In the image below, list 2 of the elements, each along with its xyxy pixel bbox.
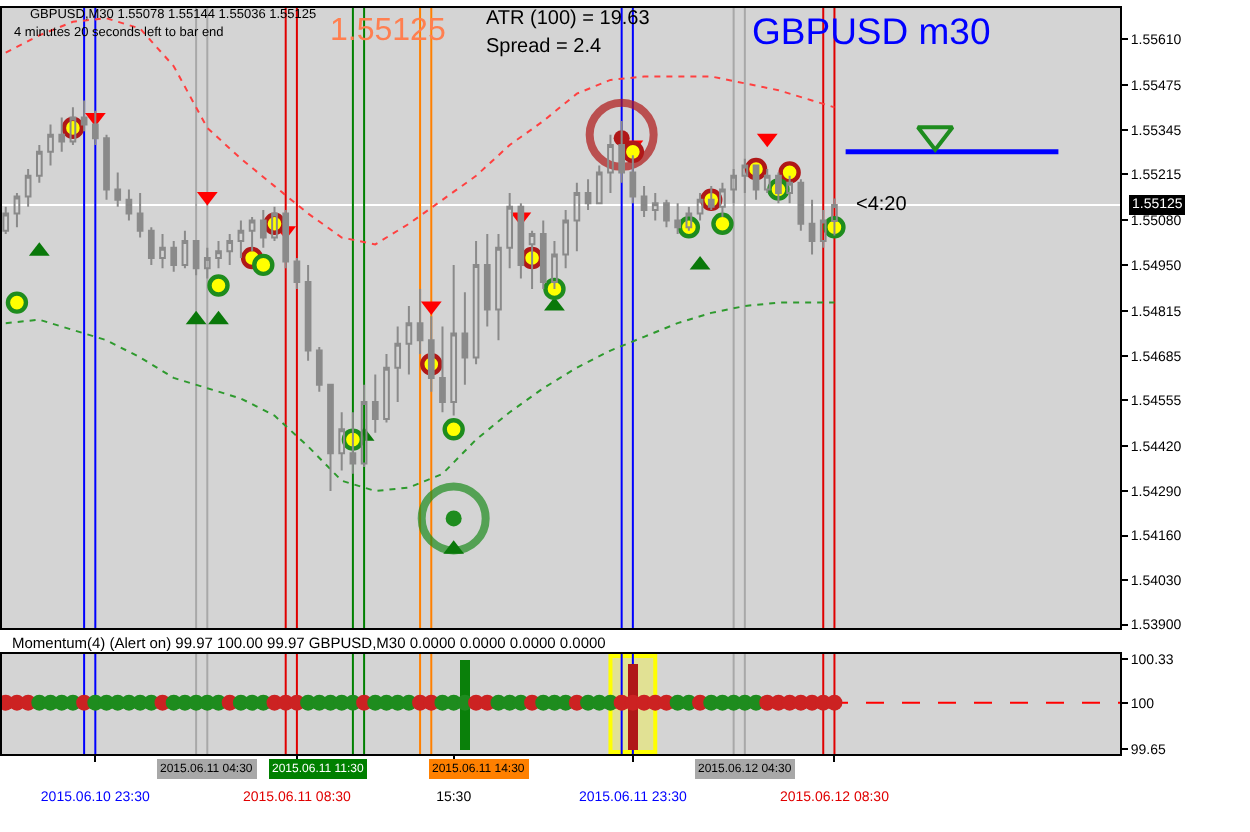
annotation: <4:20 xyxy=(856,194,908,216)
annotation: Spread = 2.4 xyxy=(486,36,602,58)
